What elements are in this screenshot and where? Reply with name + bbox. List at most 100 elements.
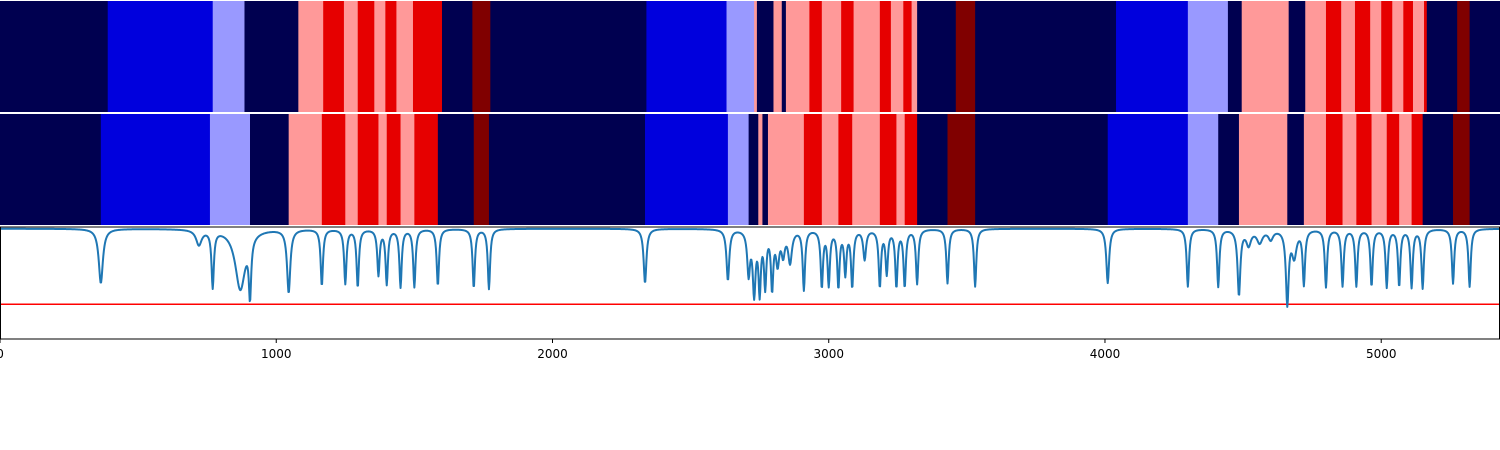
- heatmap-cell-2-40: [1371, 114, 1388, 225]
- x-tick-label-5000: 5000: [1366, 347, 1397, 361]
- x-tick-label-4000: 4000: [1090, 347, 1121, 361]
- heatmap-cell-2-18: [758, 114, 763, 225]
- heatmap-cell-1-25: [841, 1, 854, 112]
- heatmap-row-2: [0, 114, 1500, 225]
- heatmap-cell-1-10: [396, 1, 414, 112]
- heatmap-cell-2-13: [473, 114, 490, 225]
- heatmap-cell-2-9: [386, 114, 401, 225]
- heatmap-cell-1-28: [890, 1, 904, 112]
- heatmap-cell-1-0: [0, 1, 109, 112]
- heatmap-cell-1-15: [646, 1, 727, 112]
- heatmap-cell-2-23: [838, 114, 853, 225]
- heatmap-cell-1-11: [412, 1, 443, 112]
- heatmap-cell-1-20: [773, 1, 783, 112]
- heatmap-cell-2-37: [1325, 114, 1343, 225]
- heatmap-cell-2-0: [0, 114, 102, 225]
- heatmap-cell-2-25: [879, 114, 897, 225]
- heatmap-cell-2-30: [975, 114, 1109, 225]
- heatmap-cell-1-50: [1457, 1, 1471, 112]
- heatmap-cell-1-18: [756, 1, 761, 112]
- heatmap-cell-2-17: [748, 114, 759, 225]
- heatmap-row-1: [0, 1, 1500, 112]
- heatmap-cell-2-4: [288, 114, 323, 225]
- heatmap-cell-1-49: [1426, 1, 1458, 112]
- heatmap-cell-2-15: [645, 114, 729, 225]
- heatmap-cell-2-21: [803, 114, 823, 225]
- heatmap-cell-1-17: [754, 1, 758, 112]
- heatmap-cell-1-35: [1187, 1, 1229, 112]
- heatmap-cell-2-28: [917, 114, 948, 225]
- heatmap-cell-2-8: [378, 114, 388, 225]
- heatmap-cell-2-34: [1238, 114, 1288, 225]
- heatmap-panels: [0, 1, 1500, 225]
- heatmap-cell-1-42: [1354, 1, 1371, 112]
- heatmap-cell-1-4: [298, 1, 324, 112]
- heatmap-cell-1-27: [879, 1, 892, 112]
- heatmap-cell-2-35: [1287, 114, 1305, 225]
- heatmap-cell-2-11: [414, 114, 439, 225]
- heatmap-cell-2-22: [821, 114, 839, 225]
- heatmap-cell-1-48: [1424, 1, 1428, 112]
- heatmap-cell-2-39: [1356, 114, 1372, 225]
- heatmap-cell-2-19: [762, 114, 769, 225]
- heatmap-cell-2-6: [345, 114, 359, 225]
- heatmap-cell-1-47: [1412, 1, 1425, 112]
- heatmap-cell-2-24: [852, 114, 881, 225]
- x-axis: 0 1000 2000 3000 4000 5000: [0, 339, 1396, 361]
- heatmap-cell-1-30: [911, 1, 918, 112]
- heatmap-cell-2-3: [250, 114, 290, 225]
- x-tick-label-1000: 1000: [261, 347, 292, 361]
- heatmap-cell-2-12: [437, 114, 475, 225]
- heatmap-cell-1-24: [821, 1, 842, 112]
- signal-line: [0, 227, 1500, 308]
- heatmap-cell-1-40: [1325, 1, 1342, 112]
- heatmap-cell-2-14: [488, 114, 646, 225]
- heatmap-cell-2-29: [947, 114, 976, 225]
- heatmap-cell-1-37: [1241, 1, 1290, 112]
- heatmap-cell-1-26: [853, 1, 881, 112]
- heatmap-cell-1-21: [781, 1, 787, 112]
- heatmap-cell-2-46: [1469, 114, 1500, 225]
- heatmap-cell-1-23: [809, 1, 823, 112]
- heatmap-cell-2-2: [209, 114, 251, 225]
- heatmap-cell-2-31: [1107, 114, 1189, 225]
- heatmap-cell-1-5: [323, 1, 345, 112]
- heatmap-cell-1-43: [1370, 1, 1382, 112]
- heatmap-cell-2-44: [1422, 114, 1454, 225]
- heatmap-cell-1-32: [955, 1, 976, 112]
- heatmap-cell-2-16: [727, 114, 750, 225]
- heatmap-cell-1-9: [385, 1, 397, 112]
- heatmap-cell-2-45: [1453, 114, 1471, 225]
- heatmap-cell-1-12: [441, 1, 473, 112]
- heatmap-cell-1-19: [759, 1, 774, 112]
- heatmap-cell-1-14: [490, 1, 647, 112]
- heatmap-cell-1-13: [472, 1, 491, 112]
- heatmap-cell-1-16: [726, 1, 755, 112]
- heatmap-cell-2-7: [357, 114, 379, 225]
- heatmap-cell-2-33: [1218, 114, 1240, 225]
- heatmap-cell-2-20: [767, 114, 805, 225]
- heatmap-cell-1-3: [244, 1, 299, 112]
- x-tick-label-0: 0: [0, 347, 4, 361]
- heatmap-cell-1-7: [357, 1, 375, 112]
- heatmap-cell-2-42: [1399, 114, 1412, 225]
- heatmap-cell-1-36: [1227, 1, 1243, 112]
- x-tick-label-3000: 3000: [813, 347, 844, 361]
- heatmap-cell-2-32: [1187, 114, 1219, 225]
- heatmap-cell-2-5: [321, 114, 346, 225]
- heatmap-cell-1-45: [1392, 1, 1404, 112]
- heatmap-cell-1-2: [212, 1, 245, 112]
- heatmap-cell-2-10: [400, 114, 415, 225]
- heatmap-cell-1-31: [917, 1, 957, 112]
- heatmap-cell-2-27: [904, 114, 918, 225]
- heatmap-cell-1-8: [374, 1, 386, 112]
- heatmap-cell-1-29: [903, 1, 912, 112]
- heatmap-cell-1-44: [1381, 1, 1393, 112]
- heatmap-cell-2-43: [1411, 114, 1424, 225]
- heatmap-cell-2-41: [1386, 114, 1400, 225]
- heatmap-cell-1-39: [1305, 1, 1327, 112]
- heatmap-cell-1-1: [107, 1, 214, 112]
- heatmap-cell-1-41: [1341, 1, 1356, 112]
- heatmap-cell-2-36: [1303, 114, 1327, 225]
